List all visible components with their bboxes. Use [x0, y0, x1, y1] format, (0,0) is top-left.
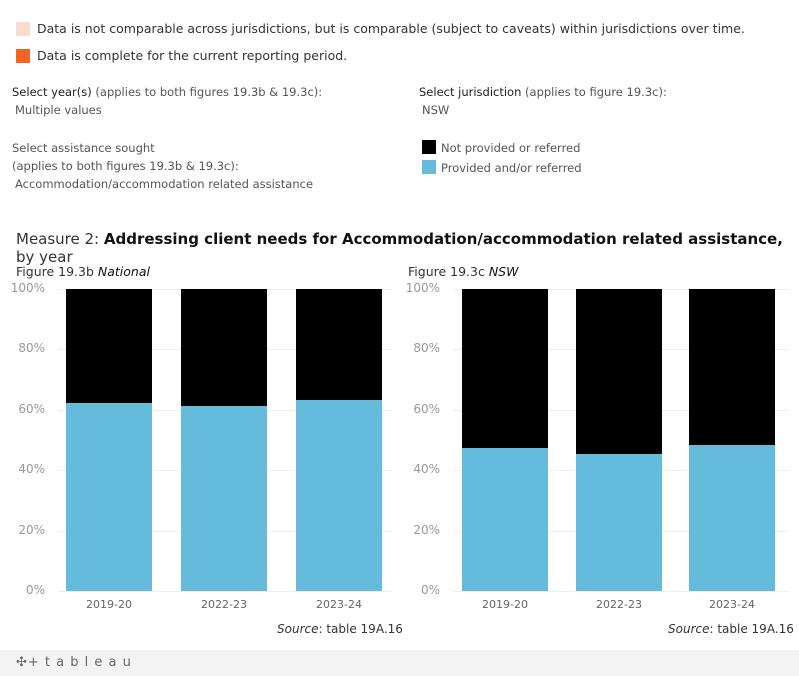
bar-not-provided[interactable] [462, 289, 548, 448]
x-tick-label: 2022-23 [201, 598, 247, 611]
x-tick-label: 2019-20 [86, 598, 132, 611]
bar-provided[interactable] [576, 453, 662, 591]
y-tick-label: 60% [413, 402, 440, 416]
bar-not-provided[interactable] [689, 289, 775, 445]
y-tick-label: 40% [18, 462, 45, 476]
gridline [453, 591, 789, 592]
chart-title: Figure 19.3c NSW [408, 264, 519, 279]
bar-not-provided[interactable] [576, 289, 662, 454]
y-tick-label: 80% [18, 341, 45, 355]
x-tick-label: 2023-24 [709, 598, 755, 611]
bar-not-provided[interactable] [296, 289, 382, 400]
y-tick-label: 100% [10, 281, 45, 295]
source-note: Source: table 19A.16 [668, 622, 794, 636]
legend-provided: Provided and/or referred [441, 161, 582, 175]
chart-title: Figure 19.3b National [16, 264, 150, 279]
bar-not-provided[interactable] [66, 289, 152, 403]
x-tick-label: 2023-24 [316, 598, 362, 611]
y-tick-label: 20% [18, 523, 45, 537]
bar-provided[interactable] [181, 405, 267, 591]
tableau-footer: ✣+ t a b l e a u [0, 650, 799, 676]
year-filter-label: Select year(s) (applies to both figures … [12, 85, 323, 99]
legend-complete: Data is complete for the current reporti… [37, 48, 348, 63]
assist-filter-value[interactable]: Accommodation/accommodation related assi… [15, 177, 314, 191]
y-tick-label: 80% [413, 341, 440, 355]
year-filter-value[interactable]: Multiple values [15, 103, 102, 117]
legend-swatch-provided [422, 160, 436, 174]
legend-not-provided: Not provided or referred [441, 141, 581, 155]
bar-provided[interactable] [462, 447, 548, 591]
bar-provided[interactable] [66, 402, 152, 591]
bar-not-provided[interactable] [181, 289, 267, 406]
legend-swatch-complete [16, 49, 30, 63]
tableau-logo[interactable]: ✣+ t a b l e a u [16, 655, 132, 670]
jurisdiction-filter-value[interactable]: NSW [422, 103, 450, 117]
bar-provided[interactable] [689, 444, 775, 591]
assist-filter-label: Select assistance sought [12, 141, 155, 155]
y-tick-label: 100% [405, 281, 440, 295]
legend-not-comparable: Data is not comparable across jurisdicti… [37, 21, 745, 36]
bar-provided[interactable] [296, 399, 382, 591]
y-tick-label: 0% [25, 583, 45, 597]
x-tick-label: 2022-23 [596, 598, 642, 611]
measure-title: Measure 2: Addressing client needs for A… [16, 230, 783, 266]
legend-swatch-not-comparable [16, 22, 30, 36]
legend-swatch-not-provided [422, 140, 436, 154]
assist-filter-note: (applies to both figures 19.3b & 19.3c): [12, 159, 239, 173]
gridline [58, 591, 392, 592]
y-tick-label: 20% [413, 523, 440, 537]
y-tick-label: 0% [420, 583, 440, 597]
x-tick-label: 2019-20 [482, 598, 528, 611]
source-note: Source: table 19A.16 [277, 622, 403, 636]
y-tick-label: 40% [413, 462, 440, 476]
y-tick-label: 60% [18, 402, 45, 416]
jurisdiction-filter-label: Select jurisdiction (applies to figure 1… [419, 85, 667, 99]
